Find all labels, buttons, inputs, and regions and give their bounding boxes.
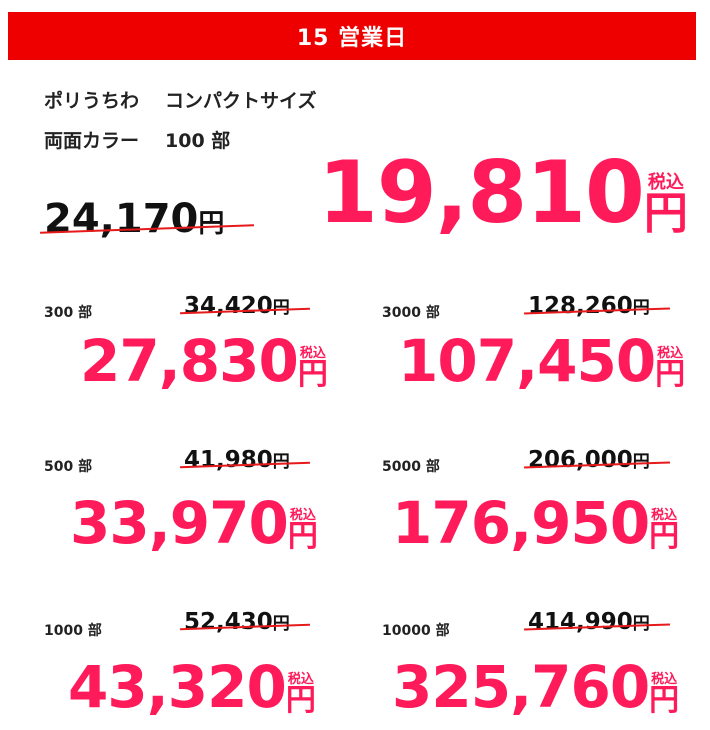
- main-tax-label: 税込: [647, 172, 684, 193]
- tier-sale-unit: 税込円: [287, 508, 318, 554]
- tier-original-price: 128,260円: [524, 293, 670, 319]
- tier-sale-unit: 税込円: [655, 346, 686, 392]
- tier-qty: 3000 部: [382, 305, 440, 321]
- tier-sale-unit: 税込円: [285, 672, 316, 718]
- tier-sale-price: 107,450 税込円: [398, 327, 686, 395]
- main-original-yen: 円: [198, 209, 225, 239]
- tier-sale-price: 43,320 税込円: [68, 653, 316, 721]
- main-original-price: 24,170円: [40, 196, 254, 242]
- tier-sale-price: 325,760 税込円: [392, 653, 680, 721]
- product-print: 両面カラー: [44, 130, 140, 152]
- tier-sale-price: 33,970 税込円: [70, 489, 318, 557]
- tier-original-price: 41,980円: [180, 447, 310, 473]
- tier-sale-unit: 税込円: [649, 672, 680, 718]
- tier-original-price: 52,430円: [180, 609, 310, 635]
- main-sale-value: 19,810: [318, 143, 645, 243]
- tier-original-price: 34,420円: [180, 293, 310, 319]
- tier-sale-unit: 税込円: [649, 508, 680, 554]
- tier-sale-unit: 税込円: [297, 346, 328, 392]
- tier-qty: 300 部: [44, 305, 93, 321]
- main-original-value: 24,170: [44, 196, 199, 242]
- tier-qty: 1000 部: [44, 623, 102, 639]
- tier-original-price: 206,000円: [524, 447, 670, 473]
- product-quantity: 100 部: [165, 130, 231, 152]
- tier-qty: 5000 部: [382, 459, 440, 475]
- main-sale-price: 19,810 税込 円: [318, 150, 688, 236]
- tier-qty: 500 部: [44, 459, 93, 475]
- tier-sale-price: 27,830 税込円: [80, 327, 328, 395]
- tier-qty: 10000 部: [382, 623, 450, 639]
- main-sale-unit: 税込 円: [644, 174, 688, 236]
- product-line-1: ポリうちわ コンパクトサイズ: [44, 86, 316, 113]
- product-name: ポリうちわ: [44, 90, 140, 112]
- tier-sale-price: 176,950 税込円: [392, 489, 680, 557]
- product-size: コンパクトサイズ: [165, 90, 317, 112]
- tier-original-price: 414,990円: [524, 609, 670, 635]
- product-line-2: 両面カラー 100 部: [44, 126, 230, 153]
- banner-label: 15 営業日: [296, 26, 408, 51]
- delivery-banner: 15 営業日: [8, 12, 696, 60]
- main-sale-yen: 円: [643, 188, 688, 239]
